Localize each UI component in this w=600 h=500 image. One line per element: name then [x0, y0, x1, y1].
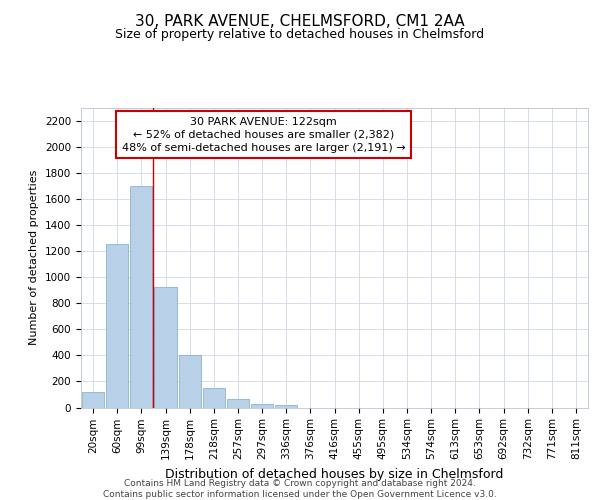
Bar: [82, 392, 104, 407]
Bar: [275, 405, 298, 407]
Text: Size of property relative to detached houses in Chelmsford: Size of property relative to detached ho…: [115, 28, 485, 41]
Bar: [106, 244, 128, 408]
Y-axis label: Number of detached properties: Number of detached properties: [29, 170, 40, 345]
Bar: [227, 399, 249, 407]
Text: Contains HM Land Registry data © Crown copyright and database right 2024.: Contains HM Land Registry data © Crown c…: [124, 479, 476, 488]
Bar: [130, 186, 152, 408]
X-axis label: Distribution of detached houses by size in Chelmsford: Distribution of detached houses by size …: [166, 468, 503, 480]
Text: 30, PARK AVENUE, CHELMSFORD, CM1 2AA: 30, PARK AVENUE, CHELMSFORD, CM1 2AA: [135, 14, 465, 29]
Text: 30 PARK AVENUE: 122sqm
← 52% of detached houses are smaller (2,382)
48% of semi-: 30 PARK AVENUE: 122sqm ← 52% of detached…: [122, 116, 406, 153]
Text: Contains public sector information licensed under the Open Government Licence v3: Contains public sector information licen…: [103, 490, 497, 499]
Bar: [154, 287, 176, 408]
Bar: [203, 388, 225, 407]
Bar: [179, 356, 201, 408]
Bar: [251, 404, 273, 407]
